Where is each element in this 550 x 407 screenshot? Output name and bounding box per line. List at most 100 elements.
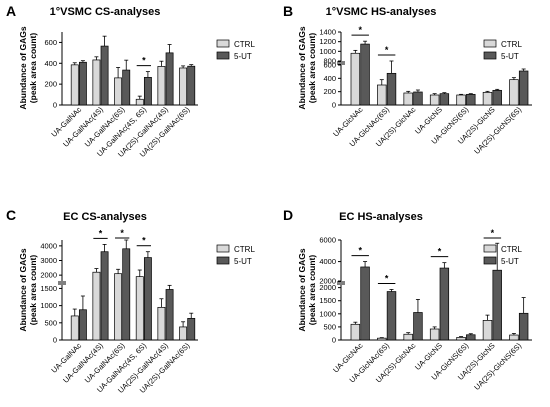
legend-label-ctrl: CTRL bbox=[501, 245, 522, 254]
bar-ctrl bbox=[429, 328, 440, 341]
bar-5ut bbox=[466, 334, 476, 341]
y-axis-label: Abundance of GAGs(peak area count) bbox=[297, 248, 317, 331]
bar-ctrl bbox=[135, 98, 144, 106]
bar-5ut bbox=[439, 93, 450, 106]
bar-5ut bbox=[187, 65, 196, 106]
legend-swatch-5ut bbox=[216, 256, 230, 265]
y-tick-label: 400 bbox=[323, 74, 336, 83]
bar-ctrl bbox=[179, 326, 188, 341]
significance-star: * bbox=[358, 25, 362, 35]
bar-5ut bbox=[122, 248, 131, 341]
bar-5ut bbox=[492, 269, 502, 341]
y-axis-label: Abundance of GAGs(peak area count) bbox=[297, 26, 317, 109]
significance-star: * bbox=[120, 228, 124, 238]
bar-5ut bbox=[439, 267, 450, 341]
y-tick-label: 0 bbox=[332, 336, 336, 345]
bar-ctrl bbox=[157, 306, 166, 341]
bar-ctrl bbox=[179, 67, 188, 106]
y-axis-label-line1: Abundance of GAGs bbox=[297, 248, 307, 331]
bar-5ut bbox=[187, 317, 196, 341]
y-tick-label: 6000 bbox=[319, 236, 336, 245]
bar-ctrl bbox=[350, 52, 361, 106]
y-tick-label: 600 bbox=[323, 61, 336, 70]
bar-5ut bbox=[492, 89, 502, 106]
significance-star: * bbox=[358, 246, 362, 256]
bar-5ut bbox=[100, 45, 109, 106]
bar-ctrl bbox=[92, 271, 101, 341]
y-axis-label: Abundance of GAGs(peak area count) bbox=[18, 26, 38, 109]
bar-5ut bbox=[413, 312, 423, 341]
bar-ctrl bbox=[377, 337, 387, 341]
significance-star: * bbox=[142, 56, 146, 66]
bar-ctrl bbox=[509, 334, 519, 341]
y-tick-label: 0 bbox=[332, 101, 336, 110]
y-tick-label: 2000 bbox=[319, 283, 336, 292]
bar-ctrl bbox=[114, 77, 123, 106]
bar-5ut bbox=[100, 251, 109, 341]
bar-5ut bbox=[122, 69, 131, 106]
legend-label-5ut: 5-UT bbox=[234, 52, 252, 61]
panel-D: D EC HS-analyses Abundance of GAGs(peak ar… bbox=[283, 207, 532, 392]
significance-star: * bbox=[491, 228, 495, 238]
y-tick-label: 0 bbox=[53, 101, 57, 110]
bar-ctrl bbox=[456, 337, 466, 341]
legend-swatch-ctrl bbox=[483, 39, 497, 48]
bar-ctrl bbox=[157, 66, 166, 106]
bar-5ut bbox=[165, 289, 174, 341]
panel-title: 1°VSMC HS-analyses bbox=[326, 6, 437, 18]
y-tick-label: 1000 bbox=[319, 47, 336, 56]
y-tick-label: 1000 bbox=[40, 301, 57, 310]
bar-5ut bbox=[143, 257, 152, 341]
legend-label-ctrl: CTRL bbox=[234, 245, 255, 254]
y-axis-label-line1: Abundance of GAGs bbox=[18, 26, 28, 109]
y-tick-label: 600 bbox=[44, 38, 57, 47]
significance-star: * bbox=[142, 236, 146, 246]
legend-swatch-5ut bbox=[216, 51, 230, 60]
bar-5ut bbox=[466, 93, 476, 106]
y-tick-label: 0 bbox=[53, 336, 57, 345]
y-axis-label: Abundance of GAGs(peak area count) bbox=[18, 248, 38, 331]
y-axis-label-line1: Abundance of GAGs bbox=[297, 26, 307, 109]
y-tick-label: 1200 bbox=[319, 37, 336, 46]
x-category-label: UA(2S)-GlcNS(6S) bbox=[472, 341, 523, 392]
y-axis-label-line2: (peak area count) bbox=[28, 255, 38, 326]
panel-letter: C bbox=[6, 207, 16, 223]
y-tick-label: 4000 bbox=[319, 257, 336, 266]
y-axis-label-line1: Abundance of GAGs bbox=[18, 248, 28, 331]
bar-ctrl bbox=[509, 79, 519, 106]
y-tick-label: 1400 bbox=[319, 28, 336, 37]
bar-ctrl bbox=[70, 315, 79, 341]
bar-ctrl bbox=[403, 333, 413, 341]
y-axis-label-line2: (peak area count) bbox=[307, 255, 317, 326]
bar-5ut bbox=[413, 91, 423, 106]
bar-ctrl bbox=[135, 276, 144, 341]
significance-star: * bbox=[438, 247, 442, 257]
y-tick-label: 800 bbox=[323, 57, 336, 66]
bar-ctrl bbox=[482, 91, 493, 106]
y-axis-label-line2: (peak area count) bbox=[307, 33, 317, 104]
significance-star: * bbox=[385, 273, 389, 283]
bar-ctrl bbox=[482, 320, 493, 341]
bar-5ut bbox=[386, 291, 397, 341]
legend-label-5ut: 5-UT bbox=[501, 52, 519, 61]
legend-label-ctrl: CTRL bbox=[234, 40, 255, 49]
legend-swatch-5ut bbox=[483, 256, 497, 265]
bar-5ut bbox=[165, 52, 174, 106]
panel-C: C EC CS-analyses Abundance of GAGs(peak ar… bbox=[6, 207, 255, 395]
legend-label-5ut: 5-UT bbox=[501, 257, 519, 266]
y-tick-label: 200 bbox=[44, 80, 57, 89]
bar-ctrl bbox=[456, 94, 466, 106]
panel-letter: B bbox=[283, 3, 293, 19]
y-tick-label: 2000 bbox=[40, 271, 57, 280]
bar-ctrl bbox=[114, 273, 123, 341]
legend-swatch-ctrl bbox=[216, 244, 230, 253]
bar-ctrl bbox=[429, 94, 440, 106]
y-tick-label: 1000 bbox=[319, 309, 336, 318]
panel-title: EC HS-analyses bbox=[339, 211, 423, 223]
bar-ctrl bbox=[350, 323, 361, 341]
bar-ctrl bbox=[377, 84, 387, 106]
legend-swatch-ctrl bbox=[216, 39, 230, 48]
y-tick-label: 1500 bbox=[40, 284, 57, 293]
legend-swatch-ctrl bbox=[483, 244, 497, 253]
